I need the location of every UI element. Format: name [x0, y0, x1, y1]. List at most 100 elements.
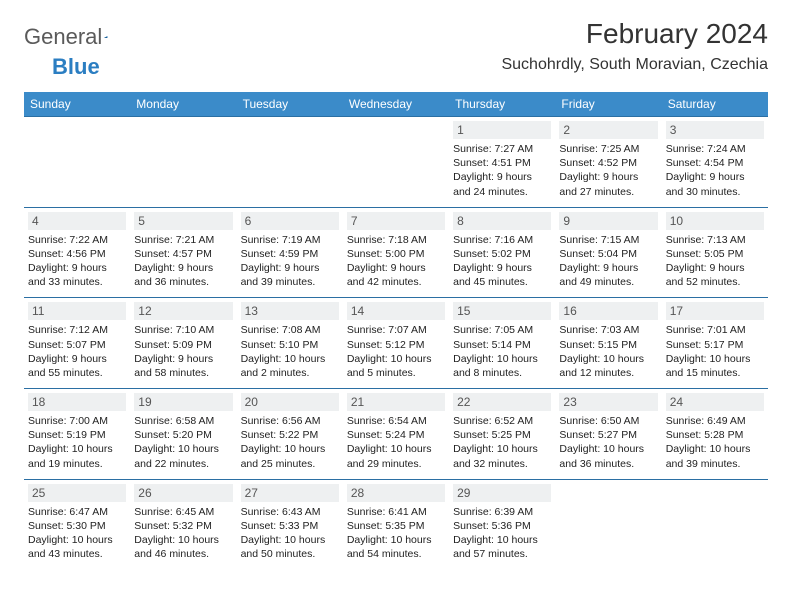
day-info-line: Daylight: 9 hours [134, 261, 232, 275]
day-info-line: Sunset: 4:57 PM [134, 247, 232, 261]
day-info: Sunrise: 6:41 AMSunset: 5:35 PMDaylight:… [347, 505, 445, 562]
day-info-line: and 24 minutes. [453, 185, 551, 199]
day-info-line: Sunset: 5:00 PM [347, 247, 445, 261]
day-info-line: Daylight: 10 hours [347, 533, 445, 547]
day-info: Sunrise: 6:56 AMSunset: 5:22 PMDaylight:… [241, 414, 339, 471]
day-info-line: Sunset: 4:51 PM [453, 156, 551, 170]
day-number: 17 [666, 302, 764, 320]
calendar-day-cell: 19Sunrise: 6:58 AMSunset: 5:20 PMDayligh… [130, 389, 236, 480]
day-info: Sunrise: 6:45 AMSunset: 5:32 PMDaylight:… [134, 505, 232, 562]
calendar-day-cell: 21Sunrise: 6:54 AMSunset: 5:24 PMDayligh… [343, 389, 449, 480]
calendar-day-cell: 12Sunrise: 7:10 AMSunset: 5:09 PMDayligh… [130, 298, 236, 389]
calendar-day-cell: 22Sunrise: 6:52 AMSunset: 5:25 PMDayligh… [449, 389, 555, 480]
calendar-day-cell: 6Sunrise: 7:19 AMSunset: 4:59 PMDaylight… [237, 207, 343, 298]
calendar-day-cell: 17 Sunrise: 7:01 AMSunset: 5:17 PMDayligh… [662, 298, 768, 389]
calendar-week-row: 18Sunrise: 7:00 AMSunset: 5:19 PMDayligh… [24, 389, 768, 480]
day-header: Thursday [449, 92, 555, 117]
day-info: Sunrise: 7:16 AMSunset: 5:02 PMDaylight:… [453, 233, 551, 290]
calendar-day-cell: 28Sunrise: 6:41 AMSunset: 5:35 PMDayligh… [343, 479, 449, 569]
day-info-line: Daylight: 10 hours [347, 442, 445, 456]
calendar-day-cell: 14 Sunrise: 7:07 AMSunset: 5:12 PMDayligh… [343, 298, 449, 389]
day-info-line: Daylight: 10 hours [241, 442, 339, 456]
calendar-day-cell: 3Sunrise: 7:24 AMSunset: 4:54 PMDaylight… [662, 117, 768, 208]
day-info-line: Sunrise: 7:25 AM [559, 142, 657, 156]
day-info-line: and 22 minutes. [134, 457, 232, 471]
day-info-line: Sunrise: 7:21 AM [134, 233, 232, 247]
day-info-line: and 49 minutes. [559, 275, 657, 289]
day-info-line: Sunrise: 7:18 AM [347, 233, 445, 247]
day-info-line: Sunset: 4:54 PM [666, 156, 764, 170]
day-info-line: Sunrise: 7:22 AM [28, 233, 126, 247]
day-number: 29 [453, 484, 551, 502]
day-info-line: Sunrise: 7:13 AM [666, 233, 764, 247]
day-info: Sunrise: 7:18 AMSunset: 5:00 PMDaylight:… [347, 233, 445, 290]
day-info-line: Sunrise: 7:03 AM [559, 323, 657, 337]
day-info-line: Sunrise: 7:24 AM [666, 142, 764, 156]
day-info-line: Daylight: 9 hours [559, 170, 657, 184]
day-info-line: Sunset: 5:05 PM [666, 247, 764, 261]
day-info-line: Sunset: 5:10 PM [241, 338, 339, 352]
day-info: Sunrise: 7:07 AMSunset: 5:12 PMDaylight:… [347, 323, 445, 380]
calendar-day-cell: 20 Sunrise: 6:56 AMSunset: 5:22 PMDayligh… [237, 389, 343, 480]
day-info-line: and 43 minutes. [28, 547, 126, 561]
calendar-day-cell: 9Sunrise: 7:15 AMSunset: 5:04 PMDaylight… [555, 207, 661, 298]
day-info-line: Sunset: 5:07 PM [28, 338, 126, 352]
day-info: Sunrise: 6:58 AMSunset: 5:20 PMDaylight:… [134, 414, 232, 471]
day-header: Wednesday [343, 92, 449, 117]
day-number: 24 [666, 393, 764, 411]
calendar-empty-cell [555, 479, 661, 569]
day-info-line: and 36 minutes. [559, 457, 657, 471]
calendar-empty-cell [343, 117, 449, 208]
day-info-line: Daylight: 9 hours [559, 261, 657, 275]
day-info-line: and 32 minutes. [453, 457, 551, 471]
day-number: 3 [666, 121, 764, 139]
day-info-line: Daylight: 9 hours [453, 261, 551, 275]
day-info-line: Sunrise: 7:19 AM [241, 233, 339, 247]
day-number: 23 [559, 393, 657, 411]
day-info: Sunrise: 6:49 AMSunset: 5:28 PMDaylight:… [666, 414, 764, 471]
day-info-line: Sunset: 5:24 PM [347, 428, 445, 442]
day-number: 25 [28, 484, 126, 502]
day-header: Monday [130, 92, 236, 117]
day-header: Sunday [24, 92, 130, 117]
day-info-line: Sunrise: 7:00 AM [28, 414, 126, 428]
day-info-line: and 52 minutes. [666, 275, 764, 289]
day-number: 20 [241, 393, 339, 411]
logo-text-blue: Blue [24, 54, 100, 79]
day-info-line: and 58 minutes. [134, 366, 232, 380]
day-info-line: and 46 minutes. [134, 547, 232, 561]
day-number: 2 [559, 121, 657, 139]
calendar-empty-cell [24, 117, 130, 208]
day-info-line: and 39 minutes. [666, 457, 764, 471]
calendar-day-cell: 13Sunrise: 7:08 AMSunset: 5:10 PMDayligh… [237, 298, 343, 389]
day-number: 13 [241, 302, 339, 320]
day-info: Sunrise: 7:01 AMSunset: 5:17 PMDaylight:… [666, 323, 764, 380]
day-number: 11 [28, 302, 126, 320]
calendar-day-cell: 10Sunrise: 7:13 AMSunset: 5:05 PMDayligh… [662, 207, 768, 298]
calendar-empty-cell [662, 479, 768, 569]
day-info-line: and 45 minutes. [453, 275, 551, 289]
day-info-line: Sunrise: 6:54 AM [347, 414, 445, 428]
day-number: 14 [347, 302, 445, 320]
day-info-line: Sunrise: 6:58 AM [134, 414, 232, 428]
day-number: 16 [559, 302, 657, 320]
day-info-line: Daylight: 10 hours [453, 442, 551, 456]
month-title: February 2024 [501, 18, 768, 50]
day-header-row: SundayMondayTuesdayWednesdayThursdayFrid… [24, 92, 768, 117]
logo-triangle-icon [104, 29, 108, 45]
day-number: 9 [559, 212, 657, 230]
day-number: 4 [28, 212, 126, 230]
day-info-line: and 39 minutes. [241, 275, 339, 289]
calendar-day-cell: 15Sunrise: 7:05 AMSunset: 5:14 PMDayligh… [449, 298, 555, 389]
day-info-line: Daylight: 10 hours [28, 442, 126, 456]
day-info: Sunrise: 6:50 AMSunset: 5:27 PMDaylight:… [559, 414, 657, 471]
calendar-empty-cell [130, 117, 236, 208]
calendar-day-cell: 4Sunrise: 7:22 AMSunset: 4:56 PMDaylight… [24, 207, 130, 298]
day-info-line: Sunrise: 7:05 AM [453, 323, 551, 337]
calendar-day-cell: 5Sunrise: 7:21 AMSunset: 4:57 PMDaylight… [130, 207, 236, 298]
day-number: 26 [134, 484, 232, 502]
day-info-line: Daylight: 10 hours [241, 533, 339, 547]
day-header: Saturday [662, 92, 768, 117]
day-info-line: Sunset: 5:35 PM [347, 519, 445, 533]
day-info: Sunrise: 7:13 AMSunset: 5:05 PMDaylight:… [666, 233, 764, 290]
